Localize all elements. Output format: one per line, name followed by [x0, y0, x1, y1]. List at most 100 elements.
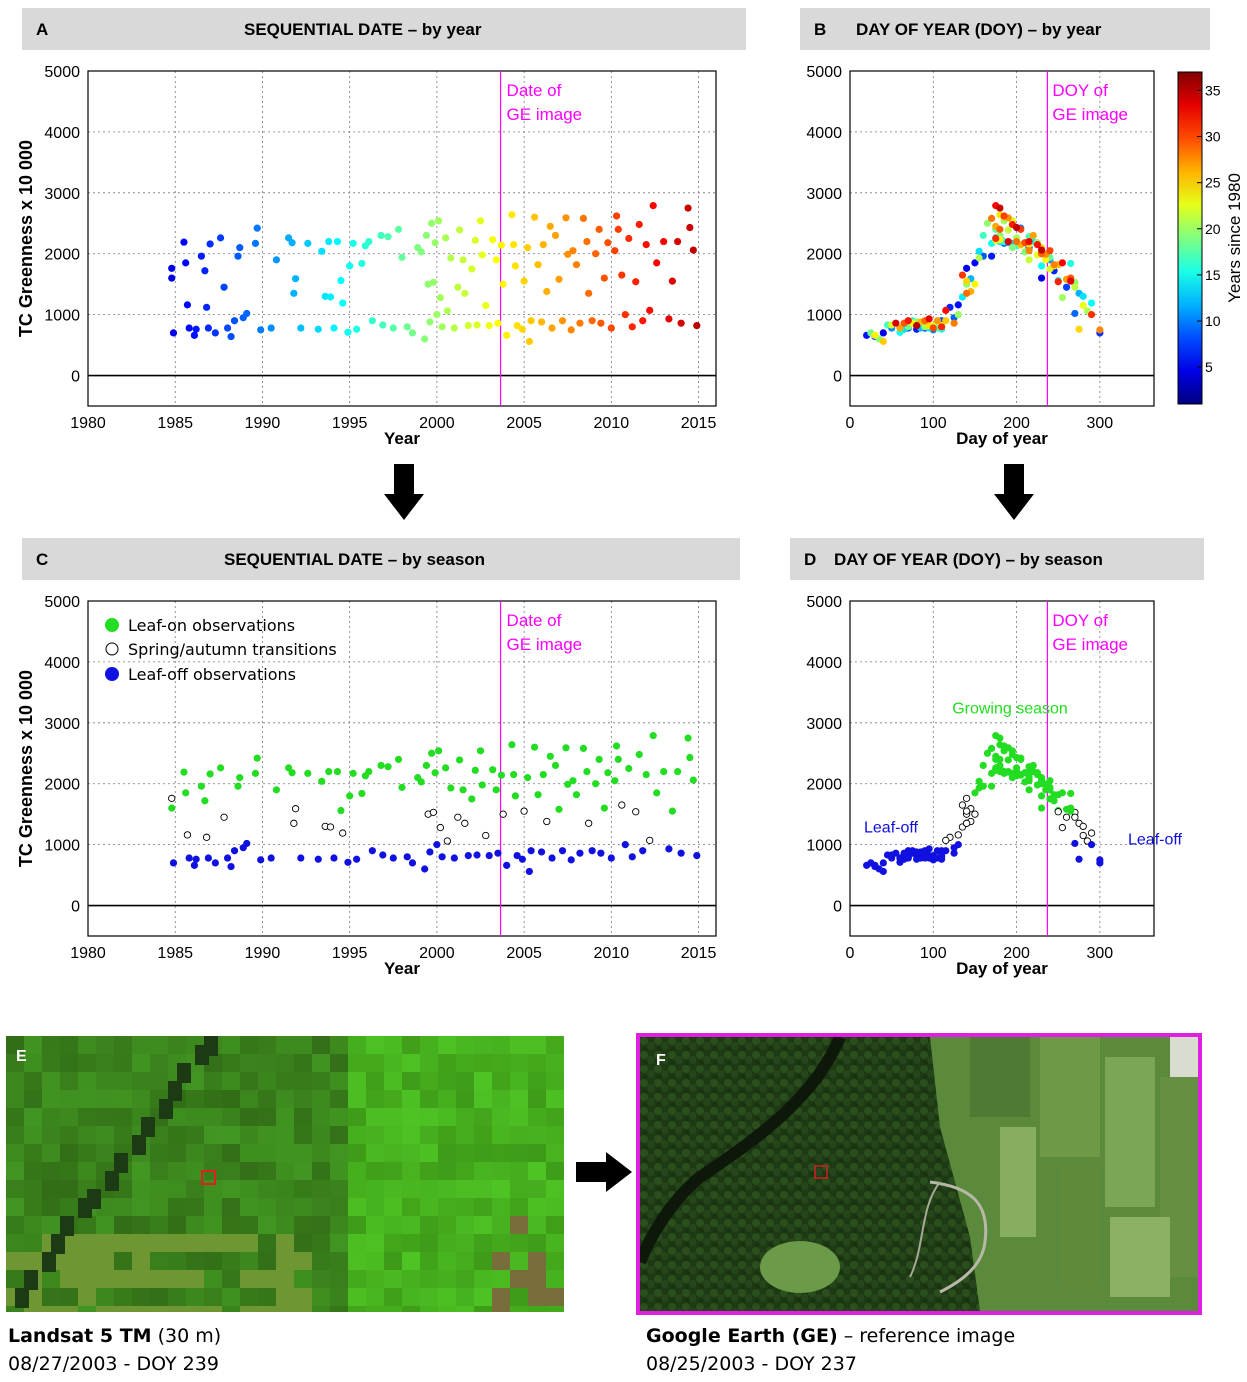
landsat-pixel — [186, 1198, 204, 1216]
landsat-pixel — [348, 1306, 366, 1312]
point-a — [508, 211, 516, 219]
landsat-pixel — [42, 1144, 60, 1162]
landsat-river-pixel — [78, 1198, 92, 1218]
charts-canvas: 1980 1985 1990 1995 2000 2005 2010 201501000200… — [16, 64, 1244, 978]
point-leaf-on-c — [600, 804, 608, 812]
landsat-pixel — [366, 1180, 384, 1198]
point-leaf-on-c — [349, 769, 357, 777]
landsat-pixel — [168, 1126, 186, 1144]
point-a — [530, 213, 539, 221]
point-transition-c — [454, 813, 462, 821]
landsat-pixel — [96, 1288, 114, 1306]
point-leaf-on-c — [604, 769, 612, 777]
landsat-pixel — [186, 1270, 204, 1288]
point-leaf-off-c — [433, 841, 441, 849]
landsat-pixel — [222, 1090, 240, 1108]
landsat-pixel — [528, 1126, 546, 1144]
point-a — [510, 240, 518, 249]
landsat-pixel — [312, 1090, 330, 1108]
point-a — [346, 262, 354, 270]
landsat-image: E — [6, 1036, 564, 1312]
point-leaf-on-d — [1012, 767, 1021, 776]
point-a — [492, 256, 500, 264]
landsat-pixel — [492, 1234, 510, 1252]
landsat-pixel — [240, 1054, 258, 1072]
landsat-pixel — [510, 1234, 528, 1252]
landsat-pixel — [114, 1270, 132, 1288]
landsat-pixel — [258, 1144, 276, 1162]
point-leaf-off-c — [211, 859, 219, 867]
point-b — [1025, 237, 1033, 246]
point-a — [339, 299, 347, 307]
landsat-pixel — [186, 1126, 204, 1144]
point-leaf-off-d — [925, 845, 933, 853]
x-axis-label-d: Day of year — [956, 959, 1048, 978]
landsat-pixel — [402, 1144, 420, 1162]
landsat-pixel — [438, 1216, 456, 1234]
point-a — [497, 241, 506, 249]
colorbar-tick-label: 35 — [1205, 82, 1221, 98]
point-a — [639, 317, 647, 325]
landsat-pixel — [240, 1306, 258, 1312]
landsat-pixel — [348, 1054, 366, 1072]
landsat-pixel — [438, 1162, 456, 1180]
landsat-pixel — [114, 1216, 132, 1234]
point-a — [635, 220, 643, 229]
panel-c-header: C SEQUENTIAL DATE – by season — [22, 538, 740, 580]
landsat-pixel — [528, 1198, 546, 1216]
landsat-pixel — [492, 1252, 510, 1270]
point-b — [1004, 226, 1012, 234]
landsat-pixel — [186, 1306, 204, 1312]
point-b — [904, 317, 912, 325]
y-tick-label-c: 5000 — [44, 594, 80, 611]
landsat-pixel — [114, 1054, 132, 1072]
point-a — [562, 214, 570, 222]
landsat-pixel — [204, 1252, 222, 1270]
point-a — [579, 214, 588, 222]
point-a — [421, 335, 429, 343]
landsat-pixel — [492, 1036, 510, 1054]
landsat-pixel — [132, 1216, 150, 1234]
landsat-pixel — [384, 1234, 402, 1252]
landsat-pixel — [528, 1090, 546, 1108]
point-a — [595, 225, 603, 233]
landsat-pixel — [348, 1090, 366, 1108]
landsat-pixel — [492, 1306, 510, 1312]
point-a — [642, 240, 650, 249]
landsat-pixel — [60, 1108, 78, 1126]
landsat-pixel — [42, 1108, 60, 1126]
landsat-pixel — [474, 1036, 492, 1054]
landsat-pixel — [384, 1216, 402, 1234]
landsat-pixel — [528, 1162, 546, 1180]
x-tick-label-a: 1995 — [332, 415, 368, 432]
landsat-pixel — [456, 1198, 474, 1216]
landsat-pixel — [366, 1288, 384, 1306]
point-leaf-on-c — [492, 786, 500, 794]
point-leaf-on-c — [614, 755, 622, 763]
leaf-off-label-left: Leaf-off — [864, 819, 919, 836]
landsat-pixel — [276, 1072, 294, 1090]
point-a — [537, 318, 546, 326]
x-axis-label-b: Day of year — [956, 429, 1048, 448]
y-tick-label-b: 2000 — [806, 247, 842, 264]
landsat-pixel — [330, 1108, 348, 1126]
landsat-pixel — [492, 1072, 510, 1090]
landsat-pixel — [312, 1198, 330, 1216]
landsat-pixel — [114, 1288, 132, 1306]
point-leaf-on-c — [272, 786, 280, 794]
landsat-pixel — [276, 1126, 294, 1144]
landsat-pixel — [438, 1144, 456, 1162]
landsat-pixel — [402, 1216, 420, 1234]
landsat-pixel — [438, 1072, 456, 1090]
landsat-pixel — [330, 1234, 348, 1252]
point-a — [349, 239, 357, 247]
landsat-pixel — [258, 1288, 276, 1306]
point-leaf-on-c — [346, 792, 354, 800]
landsat-pixel — [366, 1252, 384, 1270]
landsat-pixel — [384, 1252, 402, 1270]
landsat-pixel — [60, 1090, 78, 1108]
point-leaf-off-c — [192, 855, 200, 863]
landsat-pixel — [456, 1306, 474, 1312]
landsat-pixel — [330, 1072, 348, 1090]
ge-annotation-a-1: Date of — [507, 81, 562, 100]
